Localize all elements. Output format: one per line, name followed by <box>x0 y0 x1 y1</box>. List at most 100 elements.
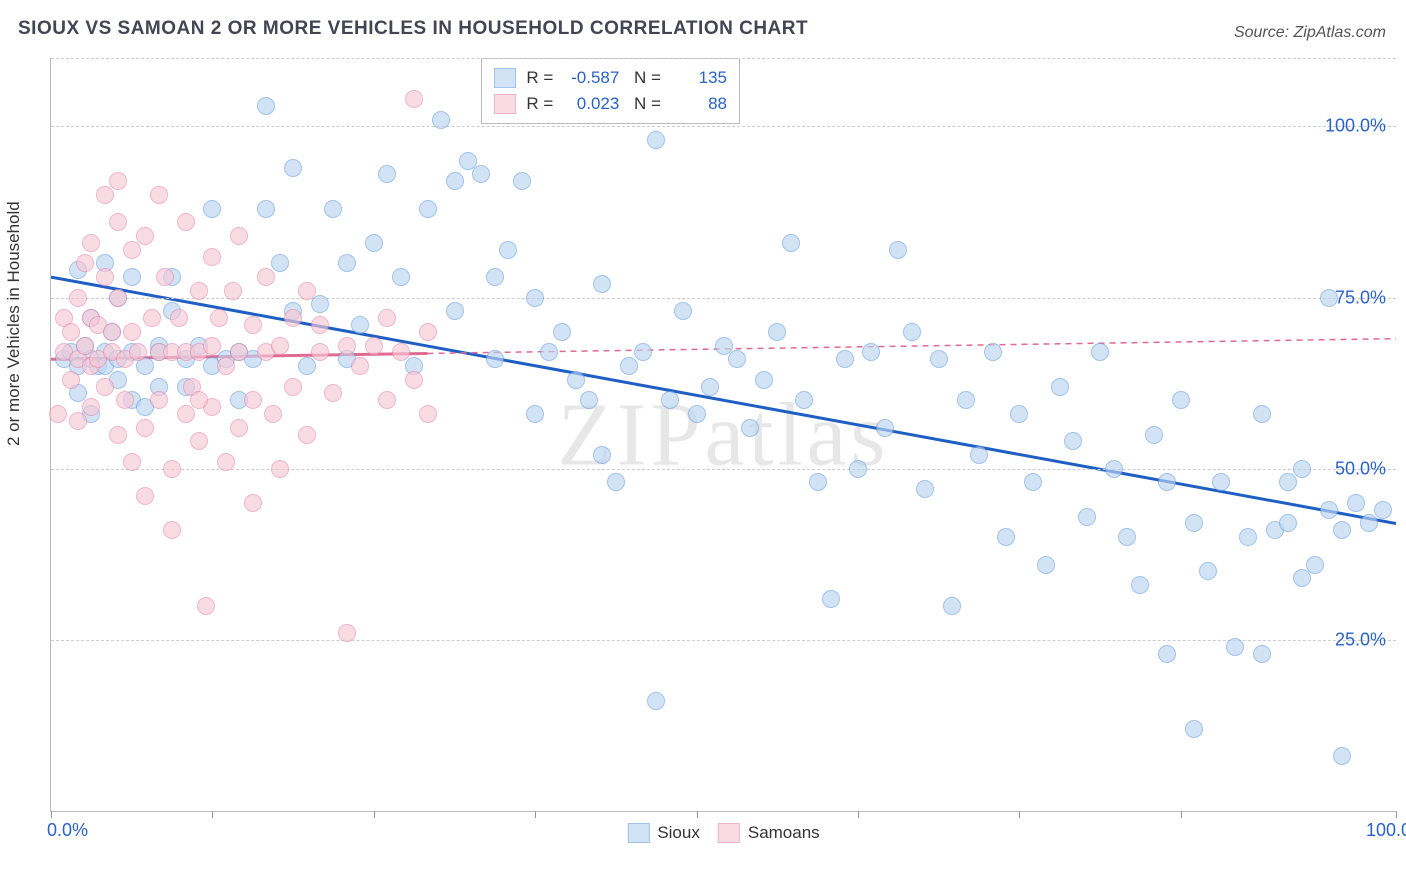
sioux-point <box>513 172 531 190</box>
sioux-point <box>997 528 1015 546</box>
samoans-point <box>405 90 423 108</box>
samoans-point <box>203 337 221 355</box>
samoans-point <box>324 384 342 402</box>
samoans-point <box>244 316 262 334</box>
samoans-point <box>69 412 87 430</box>
sioux-point <box>1347 494 1365 512</box>
sioux-point <box>768 323 786 341</box>
sioux-point <box>634 343 652 361</box>
sioux-point <box>351 316 369 334</box>
sioux-point <box>1158 473 1176 491</box>
sioux-point <box>499 241 517 259</box>
samoans-point <box>230 419 248 437</box>
samoans-point <box>123 241 141 259</box>
sioux-point <box>836 350 854 368</box>
sioux-point <box>876 419 894 437</box>
samoans-point <box>257 268 275 286</box>
x-tick <box>1019 811 1020 818</box>
samoans-point <box>62 371 80 389</box>
samoans-point <box>170 309 188 327</box>
sioux-point <box>1293 460 1311 478</box>
samoans-point <box>163 460 181 478</box>
x-tick-label: 100.0% <box>1366 820 1406 841</box>
samoans-point <box>284 378 302 396</box>
sioux-point <box>540 343 558 361</box>
sioux-point <box>298 357 316 375</box>
x-tick <box>51 811 52 818</box>
sioux-point <box>930 350 948 368</box>
stat-n-value: 135 <box>671 65 727 91</box>
sioux-point <box>593 275 611 293</box>
sioux-point <box>378 165 396 183</box>
sioux-point <box>1239 528 1257 546</box>
sioux-point <box>741 419 759 437</box>
samoans-point <box>190 391 208 409</box>
sioux-point <box>472 165 490 183</box>
sioux-swatch-icon <box>627 823 649 843</box>
sioux-point <box>1212 473 1230 491</box>
samoans-point <box>217 453 235 471</box>
sioux-point <box>567 371 585 389</box>
sioux-point <box>1333 521 1351 539</box>
samoans-point <box>338 337 356 355</box>
sioux-point <box>647 692 665 710</box>
sioux-point <box>1293 569 1311 587</box>
samoans-point <box>96 378 114 396</box>
sioux-point <box>647 131 665 149</box>
x-tick <box>858 811 859 818</box>
samoans-point <box>103 323 121 341</box>
sioux-point <box>1306 556 1324 574</box>
sioux-point <box>809 473 827 491</box>
samoans-point <box>271 460 289 478</box>
sioux-point <box>446 172 464 190</box>
samoans-point <box>210 309 228 327</box>
sioux-point <box>620 357 638 375</box>
sioux-point <box>365 234 383 252</box>
stat-r-value: 0.023 <box>563 91 619 117</box>
samoans-point <box>82 234 100 252</box>
sioux-point <box>849 460 867 478</box>
samoans-point <box>109 213 127 231</box>
sioux-point <box>1253 405 1271 423</box>
y-axis-title: 2 or more Vehicles in Household <box>4 201 24 446</box>
samoans-point <box>136 419 154 437</box>
sioux-point <box>1064 432 1082 450</box>
samoans-point <box>230 343 248 361</box>
sioux-point <box>957 391 975 409</box>
stat-n-label: N = <box>629 91 661 117</box>
sioux-point <box>553 323 571 341</box>
sioux-point <box>271 254 289 272</box>
sioux-point <box>822 590 840 608</box>
legend-item-sioux: Sioux <box>627 823 700 843</box>
samoans-point <box>419 405 437 423</box>
sioux-point <box>1226 638 1244 656</box>
x-tick <box>1396 811 1397 818</box>
stat-n-value: 88 <box>671 91 727 117</box>
sioux-point <box>1010 405 1028 423</box>
samoans-point <box>163 521 181 539</box>
y-tick-label: 25.0% <box>1335 629 1386 650</box>
sioux-swatch-icon <box>494 68 516 88</box>
stat-n-label: N = <box>629 65 661 91</box>
sioux-point <box>526 289 544 307</box>
sioux-point <box>419 200 437 218</box>
sioux-point <box>486 350 504 368</box>
sioux-point <box>728 350 746 368</box>
samoans-point <box>203 248 221 266</box>
samoans-point <box>190 282 208 300</box>
samoans-point <box>298 426 316 444</box>
samoans-swatch-icon <box>494 94 516 114</box>
samoans-point <box>129 343 147 361</box>
sioux-point <box>593 446 611 464</box>
samoans-point <box>109 172 127 190</box>
samoans-point <box>123 323 141 341</box>
x-tick-label: 0.0% <box>47 820 88 841</box>
chart-root: SIOUX VS SAMOAN 2 OR MORE VEHICLES IN HO… <box>0 0 1406 892</box>
x-tick <box>535 811 536 818</box>
samoans-point <box>311 316 329 334</box>
sioux-point <box>1024 473 1042 491</box>
x-tick <box>1181 811 1182 818</box>
samoans-point <box>217 357 235 375</box>
samoans-point <box>150 391 168 409</box>
samoans-point <box>405 371 423 389</box>
